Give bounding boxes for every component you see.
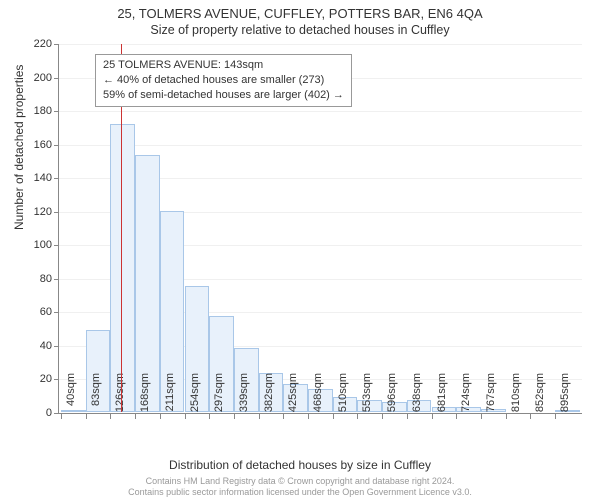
x-tick-mark xyxy=(160,414,161,419)
x-tick-label: 211sqm xyxy=(164,373,176,419)
x-tick-mark xyxy=(382,414,383,419)
y-tick-mark xyxy=(54,413,59,414)
x-tick-label: 468sqm xyxy=(312,373,324,419)
plot-wrapper: 25 TOLMERS AVENUE: 143sqm← 40% of detach… xyxy=(58,44,582,414)
gridline xyxy=(59,145,582,146)
footer-line-2: Contains public sector information licen… xyxy=(128,487,472,497)
x-tick-mark xyxy=(481,414,482,419)
y-tick-mark xyxy=(54,44,59,45)
x-tick-label: 339sqm xyxy=(238,373,250,419)
chart-title: 25, TOLMERS AVENUE, CUFFLEY, POTTERS BAR… xyxy=(0,0,600,21)
y-tick-mark xyxy=(54,111,59,112)
x-tick-mark xyxy=(283,414,284,419)
x-tick-label: 40sqm xyxy=(65,373,77,419)
info-box-line: 25 TOLMERS AVENUE: 143sqm xyxy=(103,58,344,73)
x-tick-label: 83sqm xyxy=(90,373,102,419)
y-tick-mark xyxy=(54,145,59,146)
y-tick-label: 0 xyxy=(22,407,52,419)
x-tick-mark xyxy=(357,414,358,419)
x-tick-label: 724sqm xyxy=(460,373,472,419)
x-tick-label: 638sqm xyxy=(411,373,423,419)
gridline xyxy=(59,44,582,45)
footer-attribution: Contains HM Land Registry data © Crown c… xyxy=(0,476,600,499)
y-tick-mark xyxy=(54,245,59,246)
x-tick-mark xyxy=(407,414,408,419)
y-tick-label: 20 xyxy=(22,373,52,385)
x-tick-mark xyxy=(333,414,334,419)
x-tick-label: 767sqm xyxy=(485,373,497,419)
x-tick-label: 895sqm xyxy=(559,373,571,419)
x-tick-label: 254sqm xyxy=(189,373,201,419)
x-tick-mark xyxy=(234,414,235,419)
y-tick-label: 160 xyxy=(22,139,52,151)
info-box-line: 59% of semi-detached houses are larger (… xyxy=(103,88,344,103)
x-tick-mark xyxy=(456,414,457,419)
info-box: 25 TOLMERS AVENUE: 143sqm← 40% of detach… xyxy=(95,54,352,107)
chart-container: 25, TOLMERS AVENUE, CUFFLEY, POTTERS BAR… xyxy=(0,0,600,500)
y-tick-label: 100 xyxy=(22,239,52,251)
y-tick-label: 140 xyxy=(22,172,52,184)
plot-area: 25 TOLMERS AVENUE: 143sqm← 40% of detach… xyxy=(58,44,582,414)
x-tick-mark xyxy=(209,414,210,419)
x-tick-mark xyxy=(135,414,136,419)
y-tick-mark xyxy=(54,346,59,347)
y-tick-mark xyxy=(54,279,59,280)
y-tick-label: 80 xyxy=(22,273,52,285)
x-axis-title: Distribution of detached houses by size … xyxy=(0,458,600,472)
x-tick-mark xyxy=(61,414,62,419)
x-tick-mark xyxy=(506,414,507,419)
x-tick-mark xyxy=(432,414,433,419)
x-tick-label: 553sqm xyxy=(361,373,373,419)
footer-line-1: Contains HM Land Registry data © Crown c… xyxy=(146,476,455,486)
x-tick-label: 168sqm xyxy=(139,373,151,419)
y-tick-label: 60 xyxy=(22,306,52,318)
y-tick-label: 200 xyxy=(22,72,52,84)
y-tick-mark xyxy=(54,178,59,179)
x-tick-mark xyxy=(86,414,87,419)
info-box-line: ← 40% of detached houses are smaller (27… xyxy=(103,73,344,88)
gridline xyxy=(59,111,582,112)
x-tick-mark xyxy=(555,414,556,419)
y-tick-mark xyxy=(54,212,59,213)
y-tick-label: 180 xyxy=(22,105,52,117)
x-tick-label: 510sqm xyxy=(337,373,349,419)
x-tick-mark xyxy=(259,414,260,419)
y-tick-mark xyxy=(54,312,59,313)
x-tick-label: 425sqm xyxy=(287,373,299,419)
y-tick-label: 40 xyxy=(22,340,52,352)
x-tick-label: 297sqm xyxy=(213,373,225,419)
histogram-bar xyxy=(110,124,135,412)
x-tick-mark xyxy=(110,414,111,419)
x-tick-label: 852sqm xyxy=(534,373,546,419)
y-tick-mark xyxy=(54,379,59,380)
x-tick-label: 382sqm xyxy=(263,373,275,419)
x-tick-mark xyxy=(185,414,186,419)
y-tick-label: 220 xyxy=(22,38,52,50)
x-tick-label: 596sqm xyxy=(386,373,398,419)
x-tick-mark xyxy=(530,414,531,419)
x-tick-label: 810sqm xyxy=(510,373,522,419)
x-tick-label: 681sqm xyxy=(436,373,448,419)
chart-subtitle: Size of property relative to detached ho… xyxy=(0,21,600,37)
y-tick-mark xyxy=(54,78,59,79)
x-tick-mark xyxy=(308,414,309,419)
y-tick-label: 120 xyxy=(22,206,52,218)
